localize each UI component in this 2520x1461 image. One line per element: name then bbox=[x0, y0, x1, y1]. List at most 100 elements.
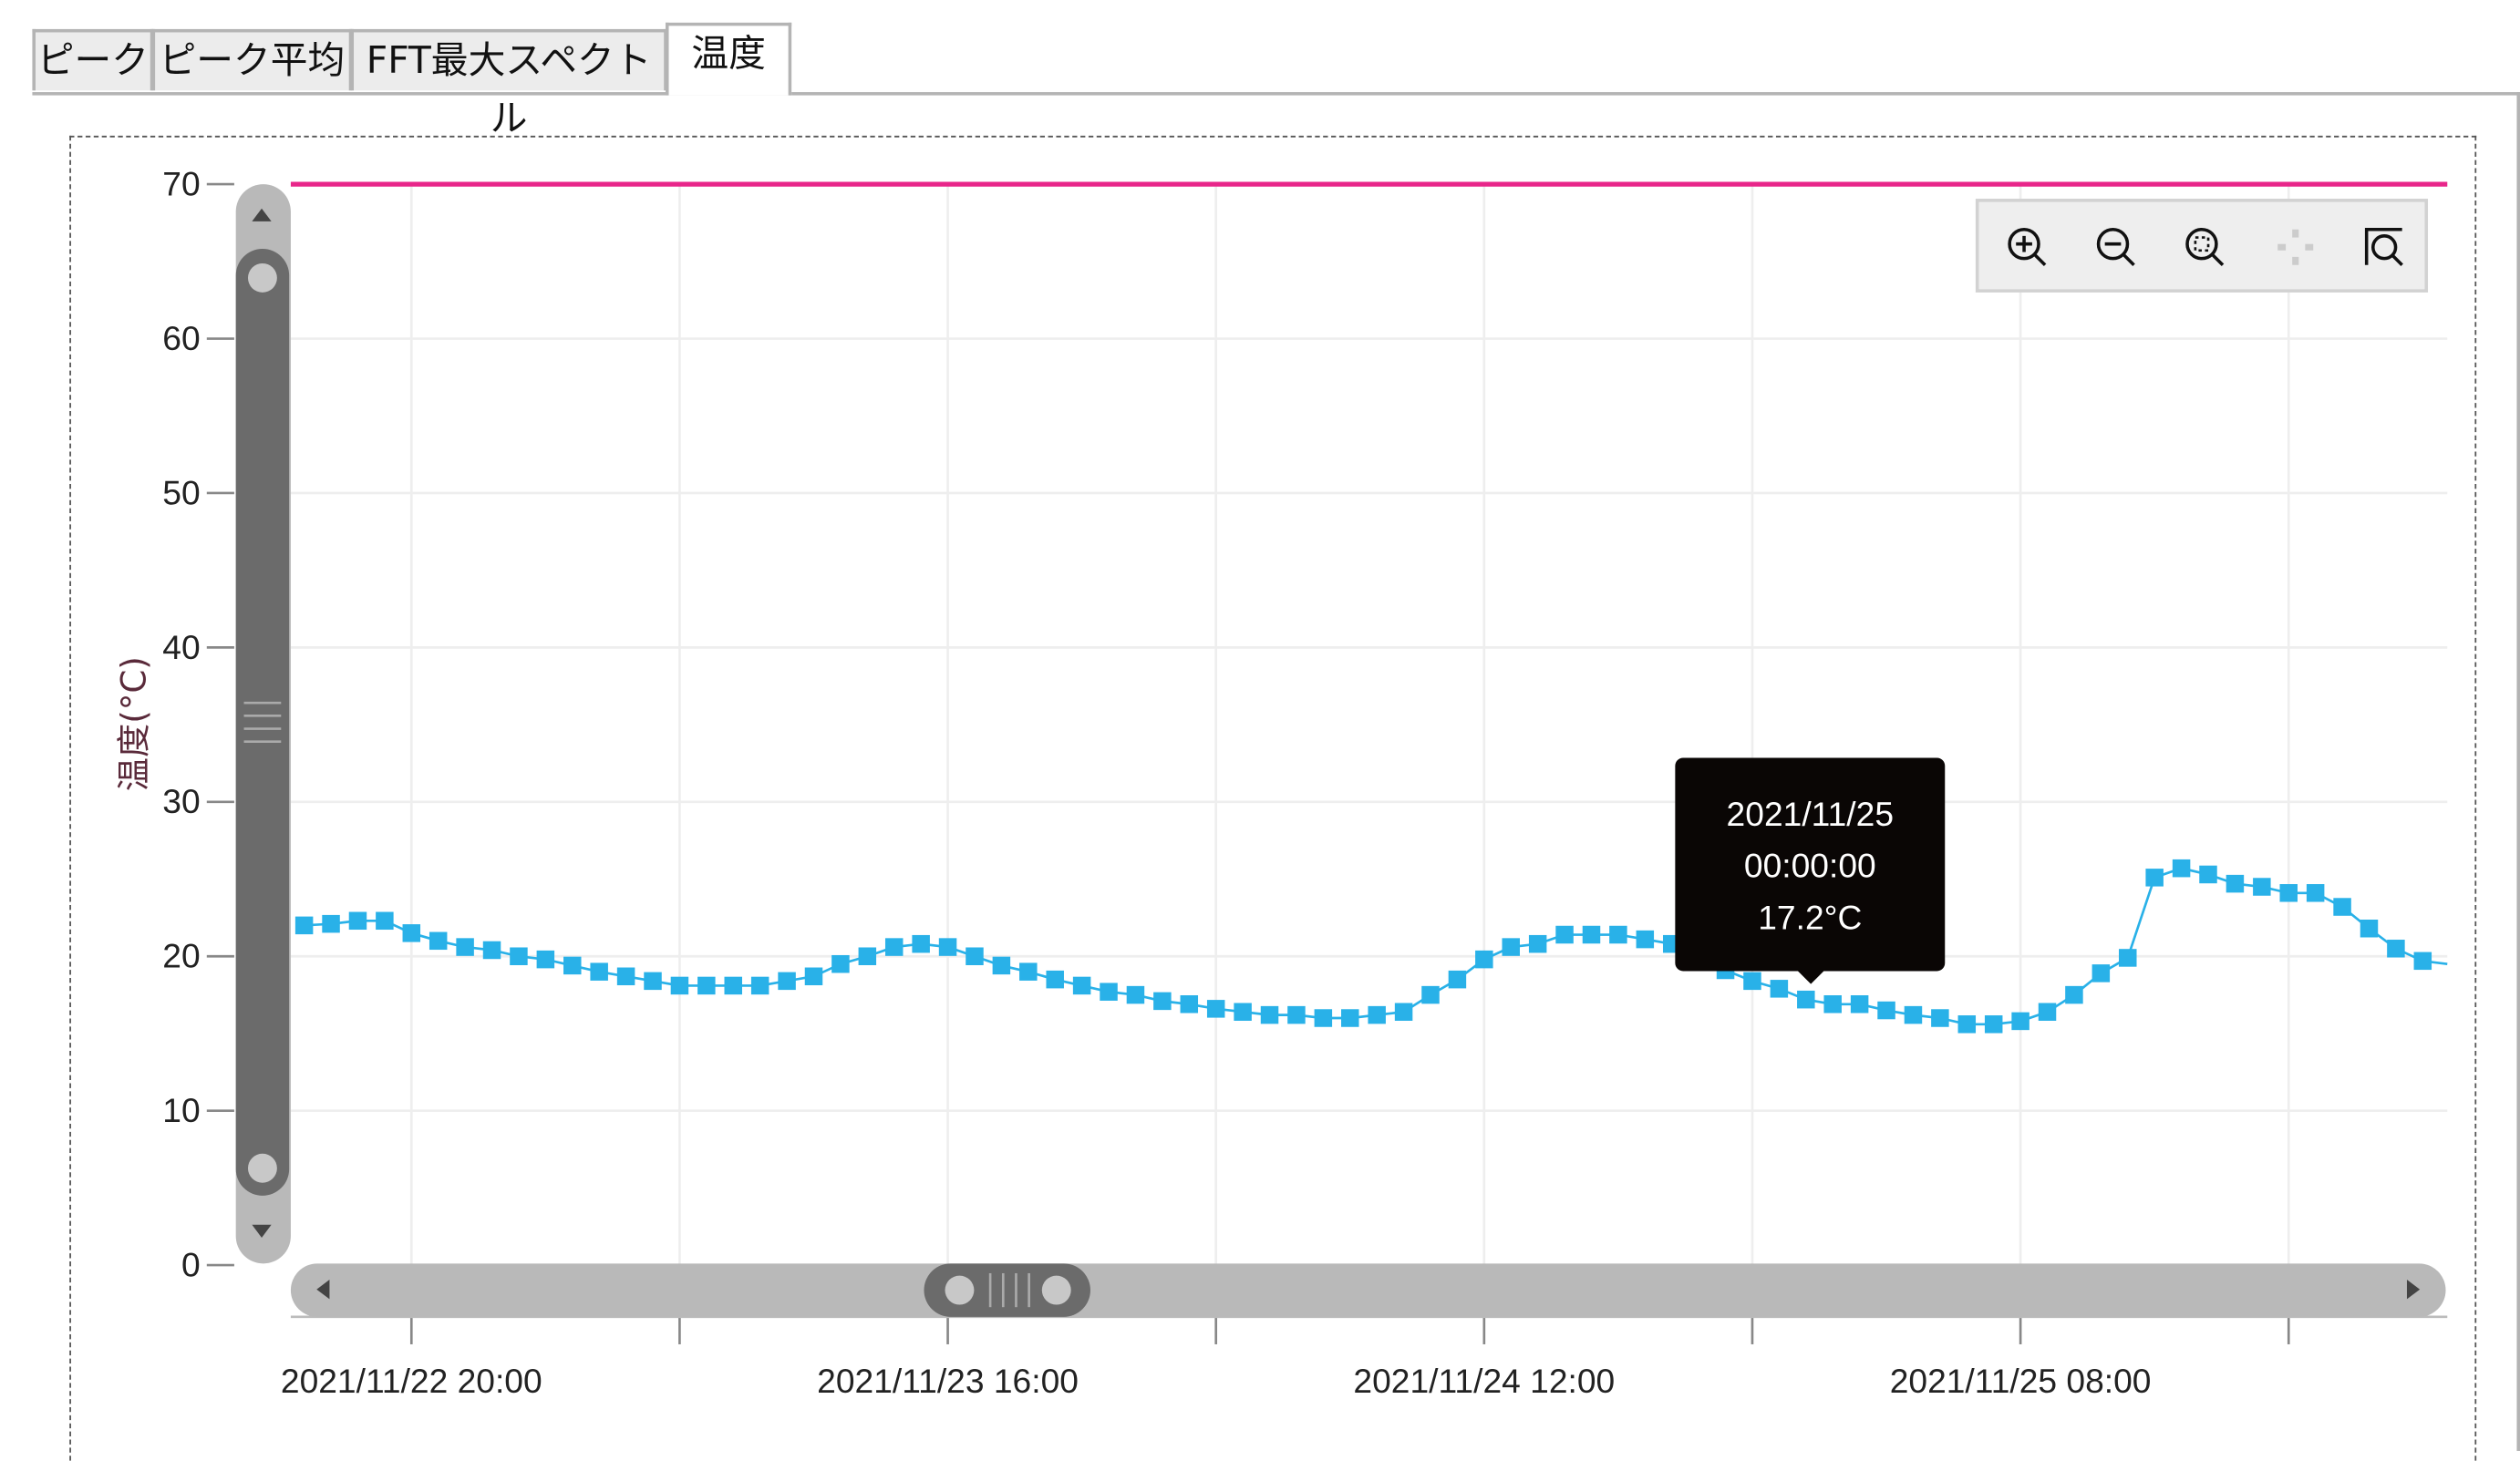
data-point[interactable] bbox=[1287, 1005, 1306, 1024]
data-point[interactable] bbox=[456, 938, 474, 956]
horizontal-scrollbar-thumb[interactable] bbox=[924, 1263, 1090, 1317]
tab-fft-max-spectrum[interactable]: FFT最大スペクトル bbox=[350, 28, 667, 140]
pan-icon[interactable] bbox=[2273, 224, 2319, 270]
data-point[interactable] bbox=[697, 976, 716, 995]
data-point[interactable] bbox=[1126, 985, 1145, 1004]
data-point[interactable] bbox=[1797, 990, 1815, 1009]
data-point[interactable] bbox=[482, 941, 501, 960]
data-point[interactable] bbox=[1421, 985, 1440, 1004]
vertical-thumb-handle-top[interactable] bbox=[247, 262, 277, 293]
horizontal-scrollbar[interactable] bbox=[290, 1263, 2446, 1317]
data-point[interactable] bbox=[1234, 1003, 1252, 1021]
horizontal-thumb-handle-left[interactable] bbox=[945, 1275, 975, 1305]
data-point[interactable] bbox=[536, 950, 555, 969]
data-point[interactable] bbox=[590, 962, 608, 981]
data-point[interactable] bbox=[1153, 992, 1172, 1011]
data-point[interactable] bbox=[322, 914, 340, 933]
data-point[interactable] bbox=[2306, 884, 2325, 902]
tab-peak-average[interactable]: ピーク平均 bbox=[151, 28, 353, 91]
data-point[interactable] bbox=[2360, 919, 2379, 938]
vertical-scrollbar[interactable] bbox=[235, 184, 291, 1264]
data-point[interactable] bbox=[402, 924, 421, 942]
zoom-out-icon[interactable] bbox=[2093, 224, 2139, 270]
data-point[interactable] bbox=[2091, 964, 2111, 983]
data-point[interactable] bbox=[1448, 970, 1467, 989]
data-point[interactable] bbox=[1314, 1009, 1333, 1027]
data-point[interactable] bbox=[966, 947, 984, 965]
y-tick-label: 30 bbox=[162, 782, 200, 820]
data-point[interactable] bbox=[1984, 1015, 2003, 1034]
data-point[interactable] bbox=[1555, 925, 1574, 944]
scroll-down-arrow-icon[interactable] bbox=[252, 1224, 272, 1238]
data-point[interactable] bbox=[1180, 995, 1199, 1013]
data-point[interactable] bbox=[750, 976, 769, 995]
data-point[interactable] bbox=[778, 972, 796, 991]
data-point[interactable] bbox=[1636, 930, 1655, 949]
data-point[interactable] bbox=[2226, 874, 2245, 893]
data-point[interactable] bbox=[2011, 1012, 2029, 1031]
data-point[interactable] bbox=[563, 956, 582, 975]
data-point[interactable] bbox=[804, 967, 823, 986]
data-point[interactable] bbox=[1823, 995, 1842, 1013]
data-point[interactable] bbox=[1582, 925, 1601, 944]
data-point[interactable] bbox=[1904, 1005, 1923, 1024]
data-point[interactable] bbox=[2279, 884, 2298, 902]
data-point[interactable] bbox=[2253, 878, 2271, 896]
data-point[interactable] bbox=[2065, 985, 2083, 1004]
data-point[interactable] bbox=[429, 931, 448, 951]
data-point[interactable] bbox=[1743, 972, 1761, 991]
data-point[interactable] bbox=[376, 911, 394, 931]
data-point[interactable] bbox=[2333, 898, 2351, 916]
data-point[interactable] bbox=[2145, 869, 2164, 887]
vertical-scrollbar-thumb[interactable] bbox=[235, 249, 290, 1196]
zoom-region-icon[interactable] bbox=[2361, 224, 2407, 270]
data-point[interactable] bbox=[1502, 938, 1520, 956]
data-point[interactable] bbox=[912, 934, 930, 953]
data-point[interactable] bbox=[1206, 1000, 1225, 1018]
data-point[interactable] bbox=[1046, 970, 1064, 989]
vertical-thumb-handle-bottom[interactable] bbox=[247, 1153, 277, 1183]
tab-temperature[interactable]: 温度 bbox=[665, 22, 792, 96]
scroll-up-arrow-icon[interactable] bbox=[252, 208, 272, 221]
data-point[interactable] bbox=[670, 976, 689, 995]
data-point[interactable] bbox=[1877, 1001, 1895, 1020]
data-point[interactable] bbox=[831, 954, 850, 973]
data-point[interactable] bbox=[1368, 1005, 1386, 1024]
scroll-right-arrow-icon[interactable] bbox=[2406, 1280, 2421, 1300]
data-point[interactable] bbox=[938, 938, 957, 956]
data-point[interactable] bbox=[1931, 1009, 1949, 1027]
data-point[interactable] bbox=[2038, 1003, 2057, 1021]
horizontal-scrollbar-track[interactable] bbox=[290, 1263, 2446, 1317]
data-point[interactable] bbox=[1072, 976, 1091, 995]
data-point[interactable] bbox=[1770, 980, 1789, 998]
data-point[interactable] bbox=[1957, 1015, 1977, 1034]
data-point[interactable] bbox=[2413, 952, 2432, 971]
data-point[interactable] bbox=[2387, 940, 2405, 958]
data-point[interactable] bbox=[644, 972, 662, 991]
data-point[interactable] bbox=[1528, 934, 1547, 953]
data-point[interactable] bbox=[1019, 962, 1038, 981]
data-point[interactable] bbox=[1100, 983, 1118, 1001]
zoom-in-icon[interactable] bbox=[2005, 224, 2050, 270]
data-point[interactable] bbox=[2119, 949, 2137, 967]
data-point[interactable] bbox=[294, 916, 314, 935]
data-point[interactable] bbox=[510, 947, 528, 965]
horizontal-thumb-handle-right[interactable] bbox=[1041, 1275, 1071, 1305]
data-point[interactable] bbox=[1850, 995, 1869, 1013]
data-point[interactable] bbox=[992, 956, 1011, 975]
data-point[interactable] bbox=[1341, 1009, 1359, 1027]
data-point[interactable] bbox=[2172, 859, 2191, 878]
data-point[interactable] bbox=[616, 967, 635, 986]
data-point[interactable] bbox=[858, 947, 877, 965]
data-point[interactable] bbox=[1609, 925, 1627, 944]
data-point[interactable] bbox=[884, 938, 904, 956]
scroll-left-arrow-icon[interactable] bbox=[316, 1280, 330, 1300]
data-point[interactable] bbox=[1475, 950, 1493, 969]
data-point[interactable] bbox=[724, 976, 742, 995]
data-point[interactable] bbox=[2199, 865, 2217, 884]
tab-peak[interactable]: ピーク bbox=[32, 28, 154, 91]
zoom-fit-icon[interactable] bbox=[2183, 224, 2228, 270]
data-point[interactable] bbox=[348, 911, 367, 931]
data-point[interactable] bbox=[1394, 1003, 1413, 1021]
data-point[interactable] bbox=[1260, 1005, 1279, 1024]
